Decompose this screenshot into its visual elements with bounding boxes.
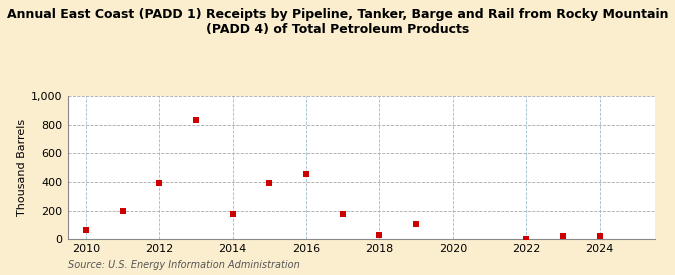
Point <box>227 212 238 216</box>
Text: Source: U.S. Energy Information Administration: Source: U.S. Energy Information Administ… <box>68 260 299 270</box>
Point <box>154 181 165 186</box>
Point <box>117 209 128 214</box>
Point <box>264 181 275 185</box>
Point <box>374 233 385 237</box>
Point <box>338 212 348 216</box>
Point <box>521 236 532 241</box>
Point <box>558 233 568 238</box>
Point <box>411 221 422 226</box>
Point <box>80 228 91 232</box>
Point <box>300 172 311 176</box>
Y-axis label: Thousand Barrels: Thousand Barrels <box>17 119 27 216</box>
Point <box>190 118 201 122</box>
Point <box>594 234 605 239</box>
Text: Annual East Coast (PADD 1) Receipts by Pipeline, Tanker, Barge and Rail from Roc: Annual East Coast (PADD 1) Receipts by P… <box>7 8 668 36</box>
